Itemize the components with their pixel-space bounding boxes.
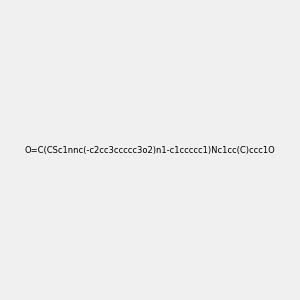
Text: O=C(CSc1nnc(-c2cc3ccccc3o2)n1-c1ccccc1)Nc1cc(C)ccc1O: O=C(CSc1nnc(-c2cc3ccccc3o2)n1-c1ccccc1)N… [25,146,275,154]
